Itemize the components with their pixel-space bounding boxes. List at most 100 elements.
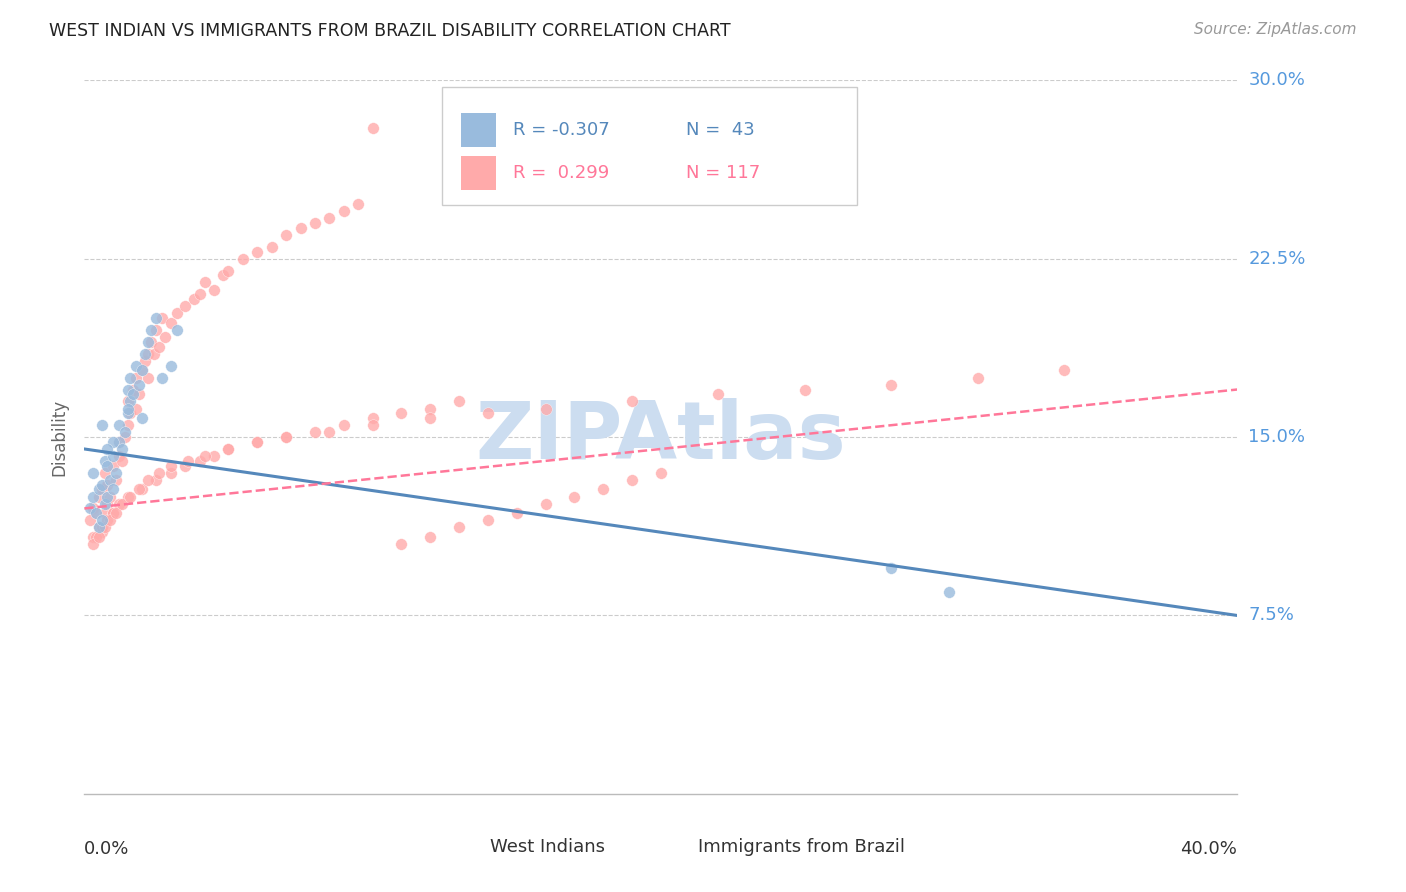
Point <box>150 311 173 326</box>
Point <box>188 454 211 468</box>
Text: 22.5%: 22.5% <box>1249 250 1306 268</box>
Point <box>103 458 124 473</box>
Point <box>139 334 162 349</box>
Point <box>87 483 110 497</box>
Point <box>477 513 499 527</box>
Point <box>125 370 148 384</box>
Point <box>447 520 470 534</box>
Text: 15.0%: 15.0% <box>1249 428 1305 446</box>
Point <box>103 449 124 463</box>
Text: R =  0.299: R = 0.299 <box>513 164 609 182</box>
Point <box>96 490 118 504</box>
Point <box>90 513 112 527</box>
Point <box>150 370 173 384</box>
Point <box>160 458 183 473</box>
Point <box>304 425 326 440</box>
Point <box>128 483 150 497</box>
Point <box>160 359 183 373</box>
Point <box>506 506 529 520</box>
Bar <box>650 830 683 864</box>
Point <box>93 466 115 480</box>
Point <box>134 354 156 368</box>
Point <box>145 311 167 326</box>
Point <box>347 197 370 211</box>
Point <box>131 411 153 425</box>
Point <box>419 411 441 425</box>
Point <box>332 418 354 433</box>
Bar <box>441 830 477 864</box>
Point <box>139 323 162 337</box>
FancyBboxPatch shape <box>441 87 856 205</box>
Point <box>111 442 134 456</box>
Point <box>96 477 118 491</box>
Point <box>87 490 110 504</box>
Point <box>82 530 104 544</box>
Point <box>117 394 139 409</box>
Point <box>361 120 384 135</box>
Point <box>120 406 142 420</box>
Point <box>131 363 153 377</box>
Point <box>120 490 142 504</box>
Point <box>153 330 176 344</box>
Point <box>332 204 354 219</box>
Point <box>136 370 159 384</box>
Point <box>98 473 121 487</box>
Point <box>90 520 112 534</box>
Point <box>87 520 110 534</box>
Point <box>136 334 159 349</box>
Point <box>177 454 200 468</box>
Point <box>128 377 150 392</box>
Text: Source: ZipAtlas.com: Source: ZipAtlas.com <box>1194 22 1357 37</box>
Text: N =  43: N = 43 <box>686 121 755 139</box>
Point <box>246 244 269 259</box>
Text: N = 117: N = 117 <box>686 164 761 182</box>
Point <box>90 418 112 433</box>
Point <box>166 323 188 337</box>
Point <box>194 449 217 463</box>
Point <box>108 497 131 511</box>
Point <box>103 506 124 520</box>
Point <box>82 537 104 551</box>
Point <box>274 227 298 242</box>
Point <box>111 497 134 511</box>
Point <box>419 530 441 544</box>
Point <box>131 363 153 377</box>
Point <box>125 359 148 373</box>
Point <box>98 513 121 527</box>
Point <box>880 561 903 575</box>
Point <box>183 292 205 306</box>
Text: 40.0%: 40.0% <box>1181 840 1237 858</box>
Point <box>290 220 312 235</box>
Point <box>117 401 139 416</box>
Point <box>938 584 960 599</box>
Text: R = -0.307: R = -0.307 <box>513 121 610 139</box>
Point <box>105 506 128 520</box>
Point <box>160 466 183 480</box>
Point <box>108 449 131 463</box>
Bar <box>461 156 496 190</box>
Point <box>391 537 413 551</box>
Point <box>136 347 159 361</box>
Point <box>174 458 197 473</box>
Point <box>79 501 101 516</box>
Point <box>108 418 131 433</box>
Point <box>145 473 167 487</box>
Point <box>105 466 128 480</box>
Point <box>188 287 211 301</box>
Point <box>650 466 672 480</box>
Point <box>93 520 115 534</box>
Point <box>82 501 104 516</box>
Point <box>87 520 110 534</box>
Point <box>318 425 340 440</box>
Point <box>217 263 239 277</box>
Text: ZIPAtlas: ZIPAtlas <box>475 398 846 476</box>
Point <box>131 483 153 497</box>
Point <box>120 370 142 384</box>
Point <box>84 530 107 544</box>
Point <box>98 490 121 504</box>
Point <box>274 430 298 444</box>
Point <box>117 383 139 397</box>
Point <box>391 406 413 420</box>
Point <box>96 458 118 473</box>
Point <box>202 283 225 297</box>
